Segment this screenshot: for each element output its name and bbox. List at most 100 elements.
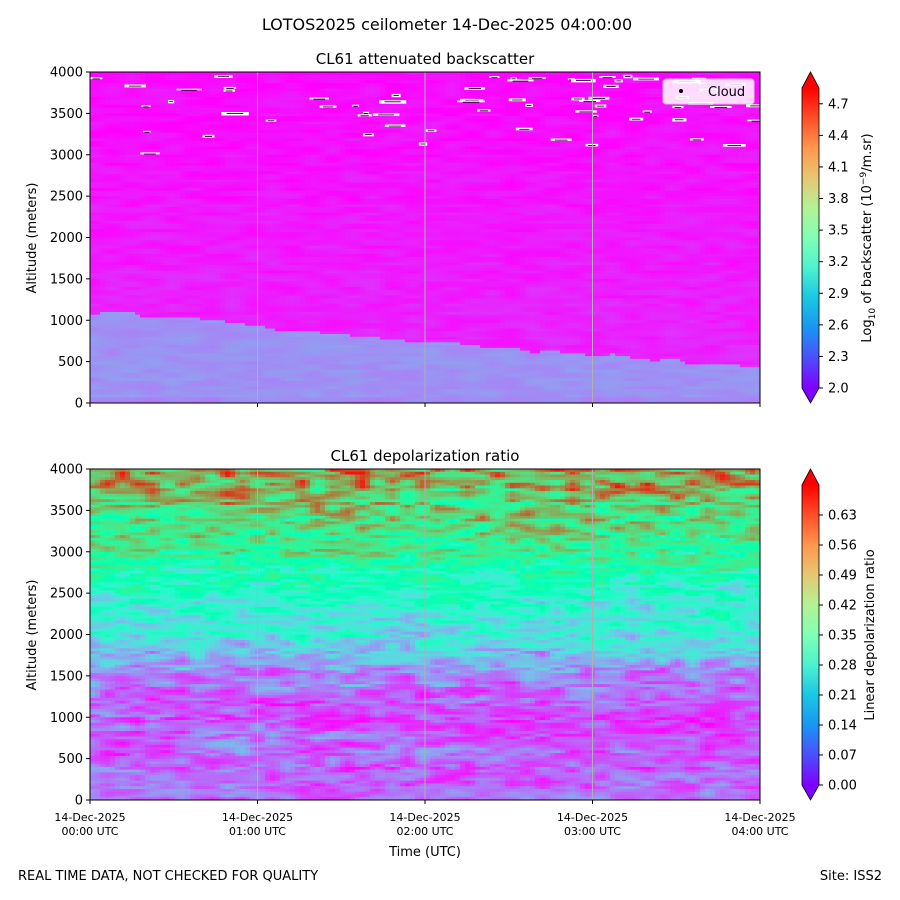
heatmap-cell: [110, 72, 116, 76]
heatmap-cell: [470, 88, 476, 92]
heatmap-cell: [305, 80, 311, 84]
heatmap-cell: [225, 105, 231, 109]
heatmap-cell: [245, 94, 251, 98]
heatmap-cell: [625, 91, 631, 95]
heatmap-cell: [525, 91, 531, 95]
heatmap-cell: [235, 94, 241, 98]
heatmap-cell: [135, 94, 141, 98]
heatmap-cell: [305, 94, 311, 98]
heatmap-cell: [225, 80, 231, 84]
heatmap-cell: [500, 85, 506, 90]
heatmap-cell: [95, 99, 101, 103]
heatmap-cell: [125, 72, 131, 76]
heatmap-cell: [290, 105, 296, 109]
heatmap-cell: [175, 77, 181, 81]
heatmap-cell: [515, 85, 521, 90]
heatmap-cell: [655, 94, 661, 98]
heatmap-cell: [400, 91, 406, 95]
heatmap-cell: [445, 99, 451, 103]
heatmap-cell: [480, 80, 486, 84]
heatmap-cell: [105, 91, 111, 95]
heatmap-cell: [400, 83, 406, 87]
heatmap-cell: [520, 85, 526, 90]
heatmap-cell: [565, 80, 571, 84]
heatmap-cell: [300, 96, 306, 101]
heatmap-cell: [400, 102, 406, 106]
heatmap-cell: [350, 77, 356, 81]
heatmap-cell: [385, 83, 391, 87]
heatmap-cell: [635, 94, 641, 98]
heatmap-cell: [755, 80, 760, 84]
heatmap-cell: [385, 74, 391, 79]
heatmap-cell: [115, 85, 121, 90]
heatmap-cell: [180, 80, 186, 84]
heatmap-cell: [120, 72, 126, 76]
heatmap-cell: [295, 96, 301, 101]
heatmap-cell: [505, 91, 511, 95]
heatmap-cell: [490, 94, 496, 98]
heatmap-cell: [195, 83, 201, 87]
heatmap-cell: [420, 94, 426, 98]
heatmap-cell: [215, 91, 221, 95]
heatmap-cell: [500, 83, 506, 87]
heatmap-cell: [400, 85, 406, 90]
heatmap-cell: [230, 74, 236, 79]
heatmap-cell: [90, 102, 96, 106]
heatmap-cell: [315, 83, 321, 87]
heatmap-cell: [390, 83, 396, 87]
heatmap-cell: [140, 77, 146, 81]
heatmap-cell: [90, 85, 96, 90]
heatmap-cell: [600, 72, 606, 76]
heatmap-cell: [105, 94, 111, 98]
heatmap-cell: [315, 102, 321, 106]
heatmap-cell: [405, 80, 411, 84]
heatmap-cell: [125, 80, 131, 84]
heatmap-cell: [360, 72, 366, 76]
heatmap-cell: [185, 77, 191, 81]
heatmap-cell: [115, 107, 121, 112]
heatmap-cell: [220, 91, 226, 95]
heatmap-cell: [460, 72, 466, 76]
heatmap-cell: [345, 72, 351, 76]
heatmap-cell: [560, 96, 566, 101]
heatmap-cell: [325, 94, 331, 98]
heatmap-cell: [165, 91, 171, 95]
heatmap-cell: [380, 77, 386, 81]
heatmap-cell: [405, 99, 411, 103]
heatmap-cell: [615, 91, 621, 95]
heatmap-cell: [100, 77, 106, 81]
heatmap-cell: [225, 91, 231, 95]
heatmap-cell: [735, 74, 741, 79]
heatmap-cell: [640, 74, 646, 79]
heatmap-cell: [480, 91, 486, 95]
heatmap-cell: [455, 77, 461, 81]
heatmap-cell: [260, 88, 266, 92]
heatmap-cell: [145, 94, 151, 98]
heatmap-cell: [475, 105, 481, 109]
heatmap-cell: [455, 96, 461, 101]
heatmap-cell: [315, 94, 321, 98]
heatmap-cell: [490, 85, 496, 90]
heatmap-cell: [575, 72, 581, 76]
heatmap-cell: [520, 91, 526, 95]
heatmap-cell: [560, 91, 566, 95]
heatmap-cell: [645, 99, 651, 103]
heatmap-cell: [605, 99, 611, 103]
heatmap-cell: [260, 91, 266, 95]
heatmap-cell: [220, 77, 226, 81]
heatmap-cell: [135, 74, 141, 79]
heatmap-cell: [540, 105, 546, 109]
heatmap-cell: [410, 85, 416, 90]
heatmap-cell: [305, 96, 311, 101]
heatmap-cell: [360, 80, 366, 84]
heatmap-cell: [115, 77, 121, 81]
heatmap-cell: [145, 85, 151, 90]
heatmap-cell: [105, 77, 111, 81]
heatmap-cell: [655, 99, 661, 103]
heatmap-cell: [125, 102, 131, 106]
heatmap-cell: [205, 88, 211, 92]
heatmap-cell: [175, 85, 181, 90]
heatmap-cell: [610, 77, 616, 81]
heatmap-cell: [375, 88, 381, 92]
heatmap-cell: [525, 80, 531, 84]
